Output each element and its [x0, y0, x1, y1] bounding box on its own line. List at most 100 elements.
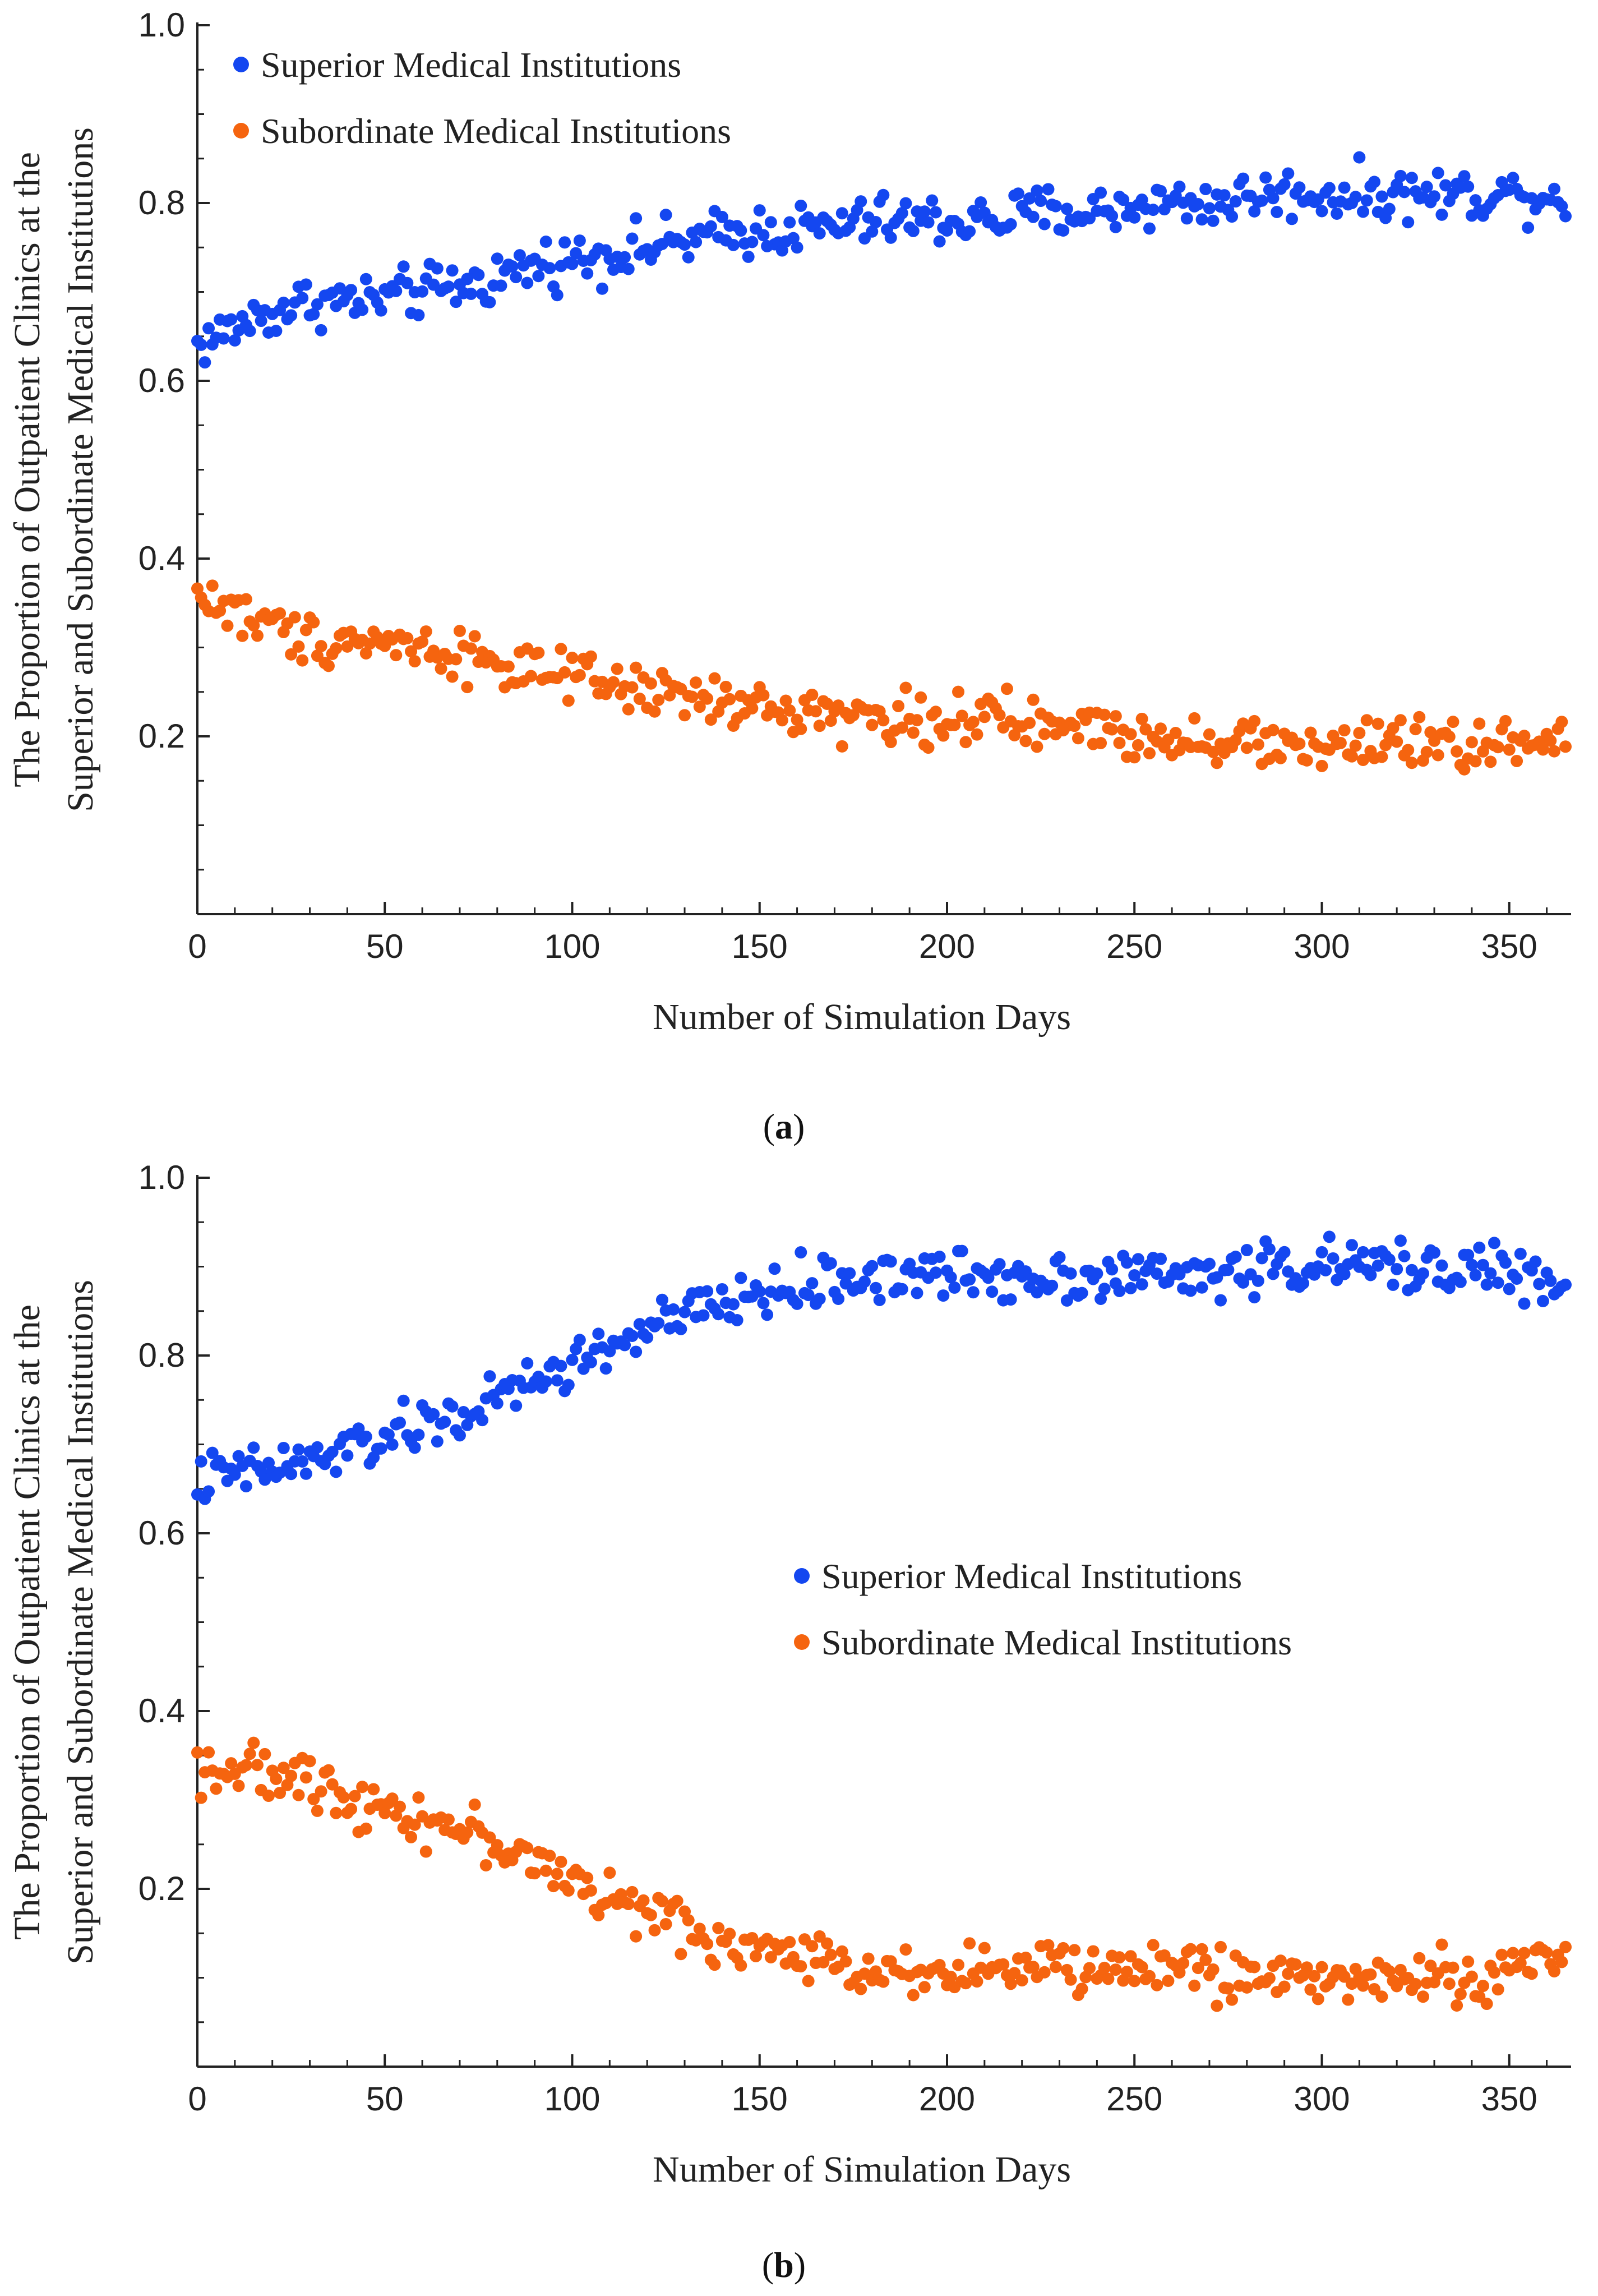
data-point [461, 1826, 474, 1839]
data-point [911, 714, 923, 727]
data-point [1267, 1267, 1280, 1280]
data-point [584, 1884, 597, 1897]
data-point [311, 1804, 324, 1817]
data-point [1454, 1988, 1467, 2000]
data-point [693, 1922, 706, 1935]
data-point [1211, 757, 1223, 769]
data-point [1431, 749, 1444, 762]
legend-label: Subordinate Medical Institutions [821, 1622, 1292, 1662]
data-point [1154, 185, 1167, 197]
data-point [288, 611, 301, 624]
data-point [539, 1375, 552, 1388]
data-point [622, 703, 635, 716]
data-point [1259, 171, 1272, 184]
data-point [1274, 1954, 1287, 1967]
data-point [746, 702, 759, 714]
data-point [1195, 1943, 1208, 1956]
data-point [584, 650, 597, 663]
data-point [221, 619, 234, 632]
data-point [1357, 205, 1370, 218]
data-point [1109, 710, 1122, 723]
data-point [1405, 172, 1418, 185]
data-point [1507, 1947, 1520, 1960]
data-point [1469, 1269, 1482, 1281]
data-point [239, 1480, 252, 1493]
y-tick-label: 0.2 [138, 717, 185, 755]
data-point [895, 207, 908, 220]
data-point [1293, 181, 1306, 194]
data-point [1240, 741, 1253, 754]
data-point [1454, 1275, 1467, 1288]
data-point [648, 1924, 661, 1937]
data-point [929, 706, 942, 718]
data-point [866, 1260, 879, 1273]
data-point [1199, 183, 1212, 196]
data-point [971, 1975, 983, 1988]
data-point [757, 1297, 770, 1310]
data-point [202, 1746, 215, 1759]
data-point [401, 276, 414, 289]
data-point [1304, 1983, 1317, 1996]
data-point [1338, 181, 1351, 194]
data-point [1518, 730, 1531, 743]
data-point [214, 604, 227, 617]
data-point [1473, 1241, 1486, 1254]
data-point [873, 1293, 886, 1306]
data-point [465, 642, 477, 655]
data-point [1533, 1278, 1546, 1290]
data-point [416, 635, 429, 648]
data-point [795, 1246, 807, 1259]
data-point [603, 1866, 616, 1879]
chart-panel-a: 0 50 100 150 200 250 300 350 0.2 0.4 0.6 0.8 1.0 Numb… [7, 6, 1572, 1146]
data-point [566, 257, 579, 270]
data-point [311, 298, 324, 311]
data-point [1511, 1273, 1523, 1285]
data-point [1439, 179, 1452, 192]
data-point [1289, 1958, 1302, 1971]
data-point [708, 672, 721, 685]
data-point [573, 1334, 586, 1347]
data-point [895, 721, 908, 734]
data-point [884, 1255, 897, 1268]
data-point [1360, 714, 1373, 727]
data-point [1334, 736, 1347, 749]
data-point [1476, 1980, 1489, 1993]
data-point [783, 1935, 796, 1948]
data-point [1420, 745, 1433, 758]
data-point [202, 1485, 215, 1498]
series-subordinate [191, 579, 1572, 776]
data-point [405, 645, 418, 658]
data-point [345, 284, 358, 297]
data-point [1042, 183, 1055, 196]
data-point [1184, 1943, 1197, 1956]
data-point [1465, 1258, 1478, 1271]
data-point [359, 1430, 372, 1443]
data-point [251, 1759, 264, 1772]
data-point [862, 1952, 875, 1965]
data-point [630, 1345, 643, 1358]
x-tick-label: 150 [732, 928, 788, 965]
data-point [506, 260, 519, 273]
data-point [678, 709, 691, 722]
data-point [1199, 1953, 1212, 1966]
data-point [1435, 208, 1448, 221]
series-superior [191, 151, 1572, 369]
data-point [1462, 1955, 1475, 1968]
data-point [1364, 1968, 1377, 1981]
data-point [1383, 1253, 1396, 1266]
data-point [1495, 1948, 1508, 1961]
data-point [1226, 210, 1239, 223]
data-point [1094, 186, 1107, 199]
x-tick-label: 300 [1294, 2080, 1350, 2118]
data-point [1098, 1283, 1111, 1295]
data-point [315, 1785, 327, 1798]
data-point [1357, 1979, 1370, 1992]
data-point [296, 1455, 309, 1468]
data-point [1248, 714, 1261, 727]
data-point [655, 1293, 668, 1306]
data-point [1499, 714, 1512, 727]
data-point [285, 648, 298, 661]
data-point [1431, 167, 1444, 179]
data-point [510, 271, 523, 284]
data-point [573, 668, 586, 681]
